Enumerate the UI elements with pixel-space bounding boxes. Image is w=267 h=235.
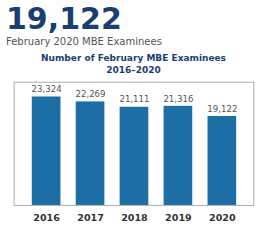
- svg-text:21,316: 21,316: [163, 94, 193, 104]
- svg-text:2020: 2020: [209, 212, 236, 223]
- svg-text:21,111: 21,111: [119, 94, 149, 104]
- svg-text:23,324: 23,324: [32, 84, 62, 94]
- svg-text:19,122: 19,122: [207, 104, 237, 114]
- svg-text:2019: 2019: [165, 212, 192, 223]
- html-text:19,122: 19,122: [6, 1, 122, 36]
- svg-text:2017: 2017: [77, 212, 104, 223]
- html-text:February 2020 MBE Examinees: February 2020 MBE Examinees: [6, 36, 162, 47]
- svg-text:2018: 2018: [121, 212, 148, 223]
- html-text:Number of February MBE Examine: Number of February MBE Examinees 2016–20…: [41, 53, 226, 75]
- svg-text:2016: 2016: [33, 212, 60, 223]
- svg-text:22,269: 22,269: [76, 89, 106, 99]
